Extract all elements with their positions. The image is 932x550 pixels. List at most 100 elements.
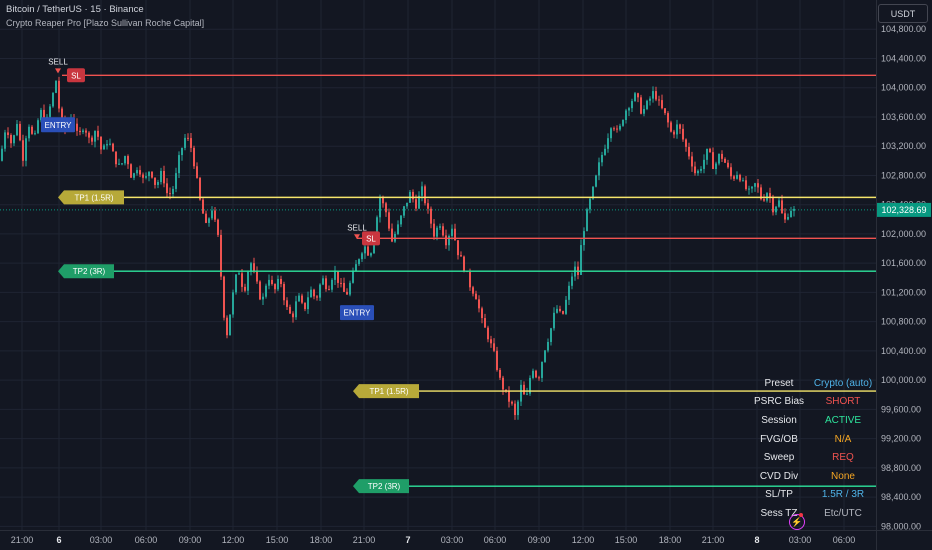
- candle-body: [157, 182, 159, 185]
- y-tick-label: 98,400.00: [881, 492, 921, 502]
- candle-body: [139, 170, 141, 175]
- candle-body: [463, 256, 465, 271]
- candle-body: [223, 276, 225, 318]
- status-row-sweep: Sweep REQ: [748, 448, 876, 467]
- candle-body: [547, 341, 549, 351]
- candle-body: [313, 289, 315, 297]
- candle-body: [502, 377, 504, 390]
- y-tick-label: 102,800.00: [881, 170, 926, 180]
- status-value: Etc/UTC: [824, 507, 862, 519]
- candle-body: [160, 170, 162, 183]
- candle-body: [319, 284, 321, 298]
- candle-body: [742, 180, 744, 182]
- candle-body: [85, 130, 87, 133]
- status-row-psrc-bias: PSRC Bias SHORT: [748, 393, 876, 412]
- x-tick-label: 06:00: [135, 535, 158, 545]
- candle-body: [385, 203, 387, 213]
- candle-body: [592, 186, 594, 199]
- candle-body: [259, 281, 261, 300]
- candle-body: [355, 264, 357, 272]
- y-tick-label: 101,200.00: [881, 287, 926, 297]
- status-row-sl-tp: SL/TP 1.5R / 3R: [748, 486, 876, 505]
- x-tick-label: 18:00: [659, 535, 682, 545]
- candle-body: [571, 276, 573, 286]
- candle-body: [34, 133, 36, 135]
- candle-body: [595, 175, 597, 187]
- candle-body: [478, 299, 480, 309]
- candle-body: [772, 197, 774, 213]
- candle-body: [376, 217, 378, 238]
- notification-dot: [799, 513, 803, 517]
- status-row-fvg-ob: FVG/OB N/A: [748, 430, 876, 449]
- candle-body: [436, 227, 438, 237]
- candle-body: [10, 134, 12, 144]
- candle-body: [250, 263, 252, 272]
- candle-body: [358, 259, 360, 265]
- candle-body: [172, 188, 174, 195]
- candle-body: [181, 147, 183, 156]
- candle-body: [424, 186, 426, 204]
- candle-body: [538, 377, 540, 379]
- candle-body: [343, 282, 345, 292]
- candle-body: [694, 166, 696, 174]
- tp-label: TP1 (1.5R): [369, 387, 408, 396]
- candle-body: [40, 109, 42, 121]
- candle-body: [82, 130, 84, 133]
- candle-body: [511, 401, 513, 404]
- currency-button[interactable]: USDT: [878, 4, 928, 23]
- sell-signal-label: SELL: [48, 57, 68, 66]
- candle-body: [295, 301, 297, 318]
- candle-body: [622, 119, 624, 126]
- candle-body: [430, 208, 432, 224]
- candle-body: [304, 302, 306, 310]
- status-table: Preset Crypto (auto) PSRC Bias SHORT Ses…: [748, 374, 876, 523]
- candle-body: [283, 283, 285, 301]
- sell-signal-label: SELL: [347, 223, 367, 232]
- candle-body: [688, 146, 690, 157]
- candle-body: [505, 389, 507, 392]
- candle-body: [493, 343, 495, 351]
- candle-body: [637, 93, 639, 98]
- status-value: ACTIVE: [824, 414, 862, 426]
- candle-body: [454, 228, 456, 241]
- candle-body: [235, 274, 237, 293]
- candle-body: [496, 350, 498, 370]
- candle-body: [211, 210, 213, 219]
- status-value: SHORT: [825, 396, 861, 408]
- candle-body: [604, 148, 606, 155]
- candle-body: [679, 124, 681, 129]
- candle-body: [1, 148, 3, 161]
- candle-body: [382, 197, 384, 204]
- candle-body: [340, 282, 342, 284]
- candle-body: [379, 197, 381, 218]
- candle-body: [334, 271, 336, 280]
- status-key: CVD Div: [759, 470, 799, 482]
- y-tick-label: 104,400.00: [881, 53, 926, 63]
- candle-body: [226, 317, 228, 336]
- candle-body: [55, 80, 57, 93]
- candle-body: [112, 143, 114, 152]
- candle-body: [301, 295, 303, 303]
- candle-body: [667, 113, 669, 123]
- candle-body: [634, 93, 636, 102]
- x-tick-label: 21:00: [353, 535, 376, 545]
- last-price-value: 102,328.69: [881, 205, 926, 215]
- status-value: None: [831, 470, 855, 482]
- candle-body: [397, 224, 399, 234]
- candle-body: [532, 370, 534, 378]
- lightning-icon[interactable]: ⚡: [789, 514, 805, 530]
- sell-arrow-icon: [55, 68, 61, 74]
- candle-body: [103, 145, 105, 150]
- sl-label-bg: [67, 68, 85, 83]
- candle-body: [22, 140, 24, 161]
- candle-body: [775, 206, 777, 213]
- indicator-name[interactable]: Crypto Reaper Pro [Plazo Sullivan Roche …: [6, 18, 205, 28]
- x-tick-label: 8: [754, 535, 759, 545]
- candle-body: [673, 131, 675, 135]
- candle-body: [199, 177, 201, 200]
- symbol-title[interactable]: Bitcoin / TetherUS · 15 · Binance: [6, 4, 144, 15]
- tp-label: TP1 (1.5R): [74, 193, 113, 202]
- candle-body: [412, 191, 414, 200]
- entry-label: ENTRY: [344, 309, 372, 318]
